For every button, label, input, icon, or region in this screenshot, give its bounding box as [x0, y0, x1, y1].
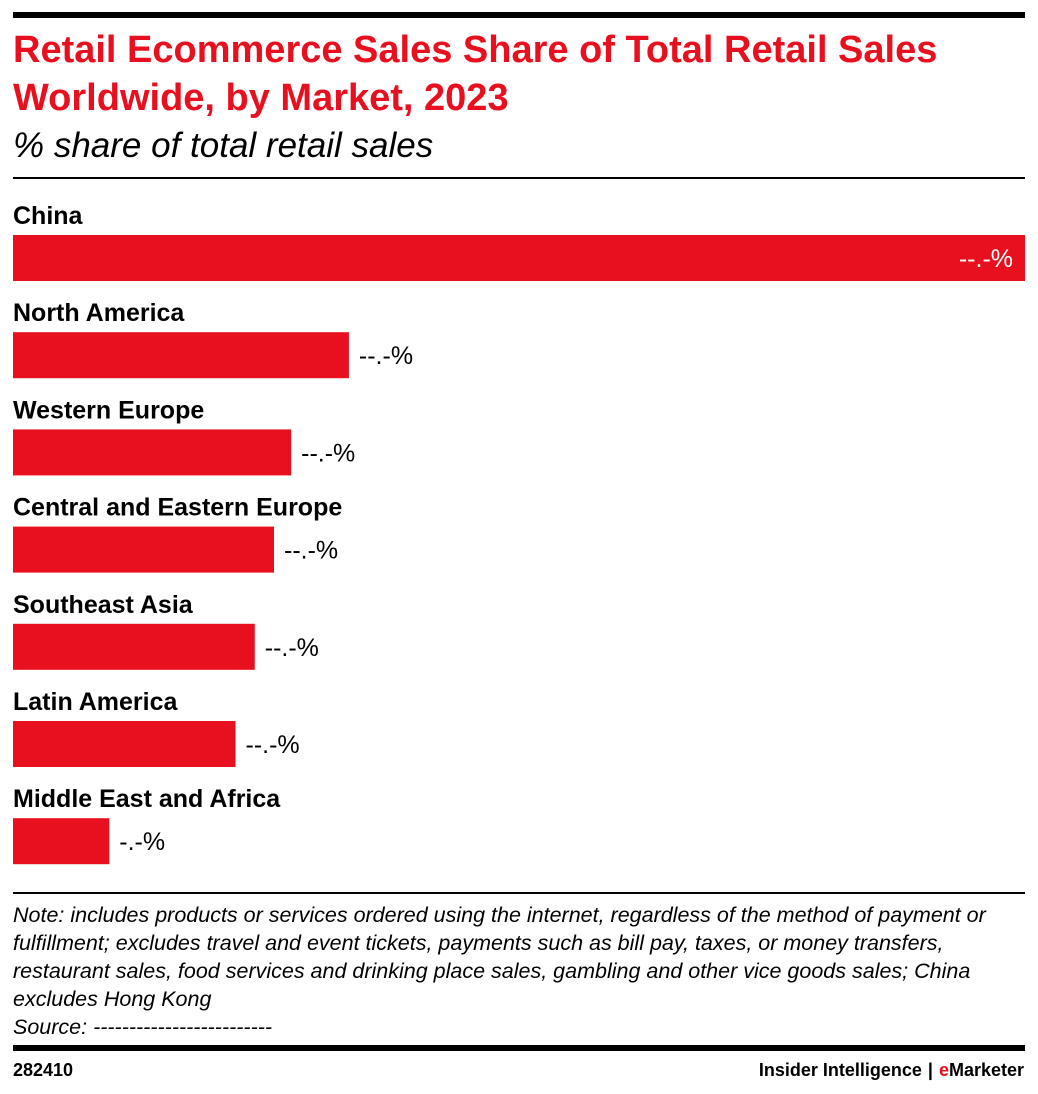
category-label: China: [13, 202, 84, 230]
brand-insider-intelligence: Insider Intelligence: [758, 1060, 922, 1080]
bar: [13, 332, 349, 379]
brand-emarketer-e: e: [938, 1060, 949, 1080]
category-label: Latin America: [13, 688, 179, 716]
category-label: Middle East and Africa: [13, 785, 281, 813]
subtitle-rule: [13, 177, 1025, 179]
value-label: --.-%: [959, 245, 1013, 273]
top-rule: [13, 12, 1025, 18]
note-rule: [13, 892, 1025, 894]
bar: [13, 526, 275, 573]
value-label: --.-%: [359, 342, 413, 370]
bar: [13, 429, 292, 476]
category-label: Central and Eastern Europe: [13, 494, 342, 522]
category-label: Western Europe: [13, 396, 204, 424]
bar: [13, 818, 110, 865]
chart-notes: Note: includes products or services orde…: [13, 901, 1025, 1041]
value-label: --.-%: [265, 634, 319, 662]
brand-separator: |: [927, 1060, 933, 1080]
value-label: --.-%: [301, 439, 355, 467]
chart-id: 282410: [13, 1060, 74, 1080]
brand-emarketer-rest: Marketer: [948, 1060, 1024, 1080]
value-label: -.-%: [119, 828, 165, 856]
bar: [13, 721, 236, 767]
value-label: --.-%: [284, 537, 338, 565]
bar: [13, 623, 255, 670]
chart-title: Retail Ecommerce Sales Share of Total Re…: [13, 29, 938, 119]
category-label: North America: [13, 299, 185, 327]
brand-logo: Insider Intelligence | eMarketer: [759, 1058, 1024, 1082]
bottom-rule: [13, 1045, 1025, 1051]
category-label: Southeast Asia: [13, 591, 194, 619]
chart-subtitle: % share of total retail sales: [13, 126, 434, 165]
value-label: --.-%: [246, 731, 300, 759]
source-text: Source: -------------------------: [13, 1015, 273, 1039]
note-text: Note: includes products or services orde…: [13, 903, 986, 1011]
bar: [13, 235, 1025, 281]
